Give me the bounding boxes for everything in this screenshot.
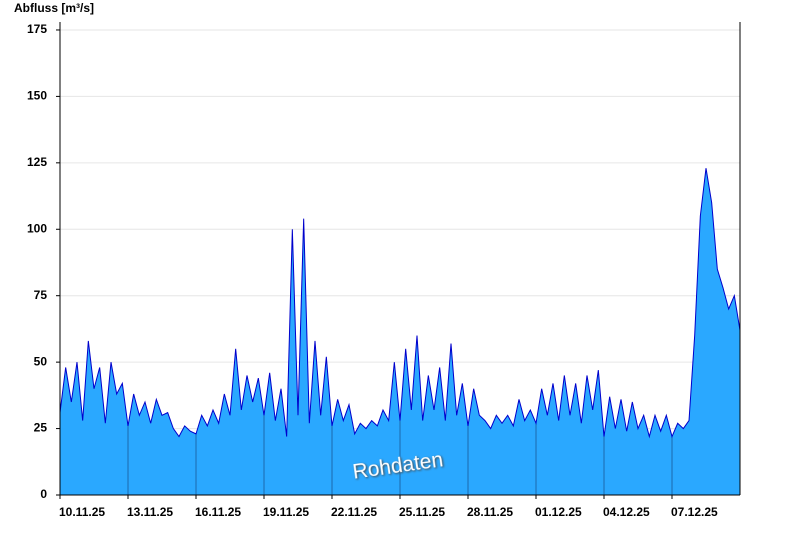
x-tick-label: 07.12.25 — [671, 505, 718, 519]
y-tick-label: 100 — [27, 221, 47, 235]
x-tick-label: 04.12.25 — [603, 505, 650, 519]
x-tick-label: 19.11.25 — [263, 505, 309, 519]
y-tick-label: 125 — [27, 155, 47, 169]
x-tick-label: 25.11.25 — [399, 505, 445, 519]
line — [59, 168, 741, 439]
y-tick-label: 150 — [27, 89, 47, 103]
x-tick-label: 01.12.25 — [535, 505, 582, 519]
x-tick-label: 16.11.25 — [195, 505, 241, 519]
y-tick-label: 0 — [40, 487, 47, 501]
y-tick-label: 175 — [27, 22, 47, 36]
x-tick-label: 10.11.25 — [59, 505, 105, 519]
x-tick-label: 13.11.25 — [127, 505, 173, 519]
x-tick-label: 28.11.25 — [467, 505, 513, 519]
y-axis-label: Abfluss [m³/s] — [14, 1, 94, 15]
y-tick-label: 75 — [34, 288, 48, 302]
y-tick-label: 50 — [34, 354, 48, 368]
y-tick-label: 25 — [34, 421, 48, 435]
x-tick-label: 22.11.25 — [331, 505, 377, 519]
